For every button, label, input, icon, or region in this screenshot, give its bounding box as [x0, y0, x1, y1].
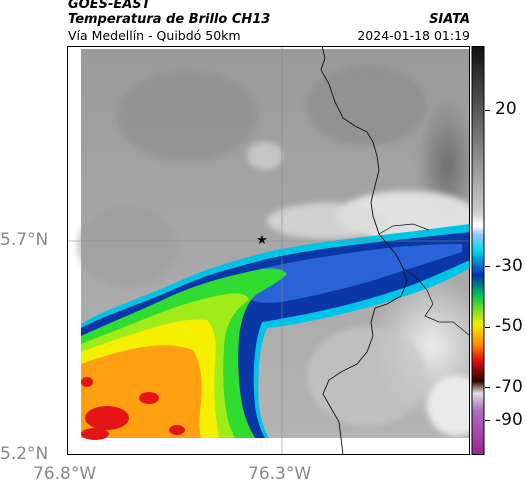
cloud-red-patches: [81, 377, 185, 440]
colorbar-tickmark: [485, 266, 490, 267]
colorbar: [471, 46, 485, 455]
lat-label-5-7: 5.7°N: [0, 230, 49, 250]
datetime-label: 2024-01-18 01:19: [357, 28, 470, 43]
region-subtitle: Vía Medellín - Quibdó 50km: [68, 28, 241, 43]
satellite-title: GOES-EAST: [68, 0, 151, 12]
lon-label-76-8: 76.8°W: [33, 464, 97, 484]
municipal-boundary: [402, 267, 470, 337]
map-border: [67, 46, 470, 455]
satellite-map: ★: [67, 46, 470, 455]
agency-label: SIATA: [429, 12, 470, 27]
colorbar-tick-minus90: -90: [495, 410, 523, 430]
colorbar-tick-minus50: -50: [495, 316, 523, 336]
lon-label-76-3: 76.3°W: [248, 464, 312, 484]
gray-texture: [77, 66, 470, 436]
lat-label-5-2: 5.2°N: [0, 444, 49, 464]
star-marker-icon: ★: [256, 233, 268, 248]
colorbar-tickmark: [485, 387, 490, 388]
department-boundary: [320, 46, 408, 455]
cloud-midblue-layer: [247, 244, 462, 303]
colorbar-tickmark: [485, 327, 490, 328]
colorbar-gradient: [471, 46, 485, 455]
product-title: Temperatura de Brillo CH13: [68, 12, 271, 27]
colorbar-tick-minus30: -30: [495, 256, 523, 276]
colorbar-tick-20: 20: [495, 99, 517, 119]
municipal-boundary-2: [378, 223, 430, 235]
colorbar-tickmark: [485, 110, 490, 111]
colorbar-tick-minus70: -70: [495, 377, 523, 397]
colorbar-tickmark: [485, 420, 490, 421]
